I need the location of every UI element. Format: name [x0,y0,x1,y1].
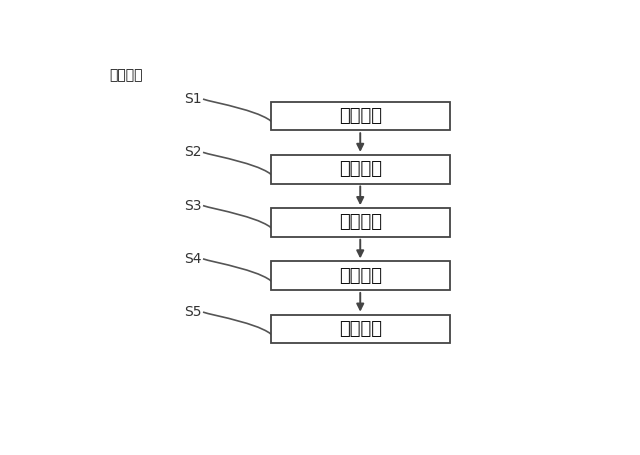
Text: S4: S4 [184,252,202,266]
Bar [271,261,449,290]
Text: 組付工程: 組付工程 [339,160,381,178]
Text: S3: S3 [184,198,202,212]
Text: 付与工程: 付与工程 [339,213,381,232]
Bar [271,101,449,130]
Bar [271,155,449,183]
Text: 硬化工程: 硬化工程 [339,320,381,338]
Text: S2: S2 [184,145,202,159]
Bar [271,314,449,343]
Bar [271,208,449,237]
Text: S5: S5 [184,305,202,319]
Text: 準備工程: 準備工程 [339,107,381,125]
Text: （図４）: （図４） [110,69,143,83]
Text: 充填工程: 充填工程 [339,267,381,285]
Text: S1: S1 [184,92,202,106]
